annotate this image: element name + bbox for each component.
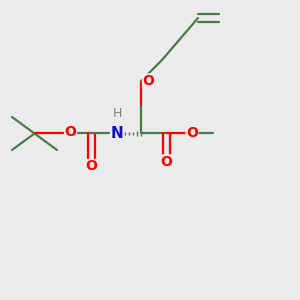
Text: O: O [142, 74, 154, 88]
Text: O: O [64, 125, 76, 139]
Text: O: O [85, 160, 98, 173]
Text: O: O [186, 127, 198, 140]
Text: O: O [160, 155, 172, 169]
Text: N: N [111, 126, 123, 141]
Text: H: H [112, 107, 122, 121]
